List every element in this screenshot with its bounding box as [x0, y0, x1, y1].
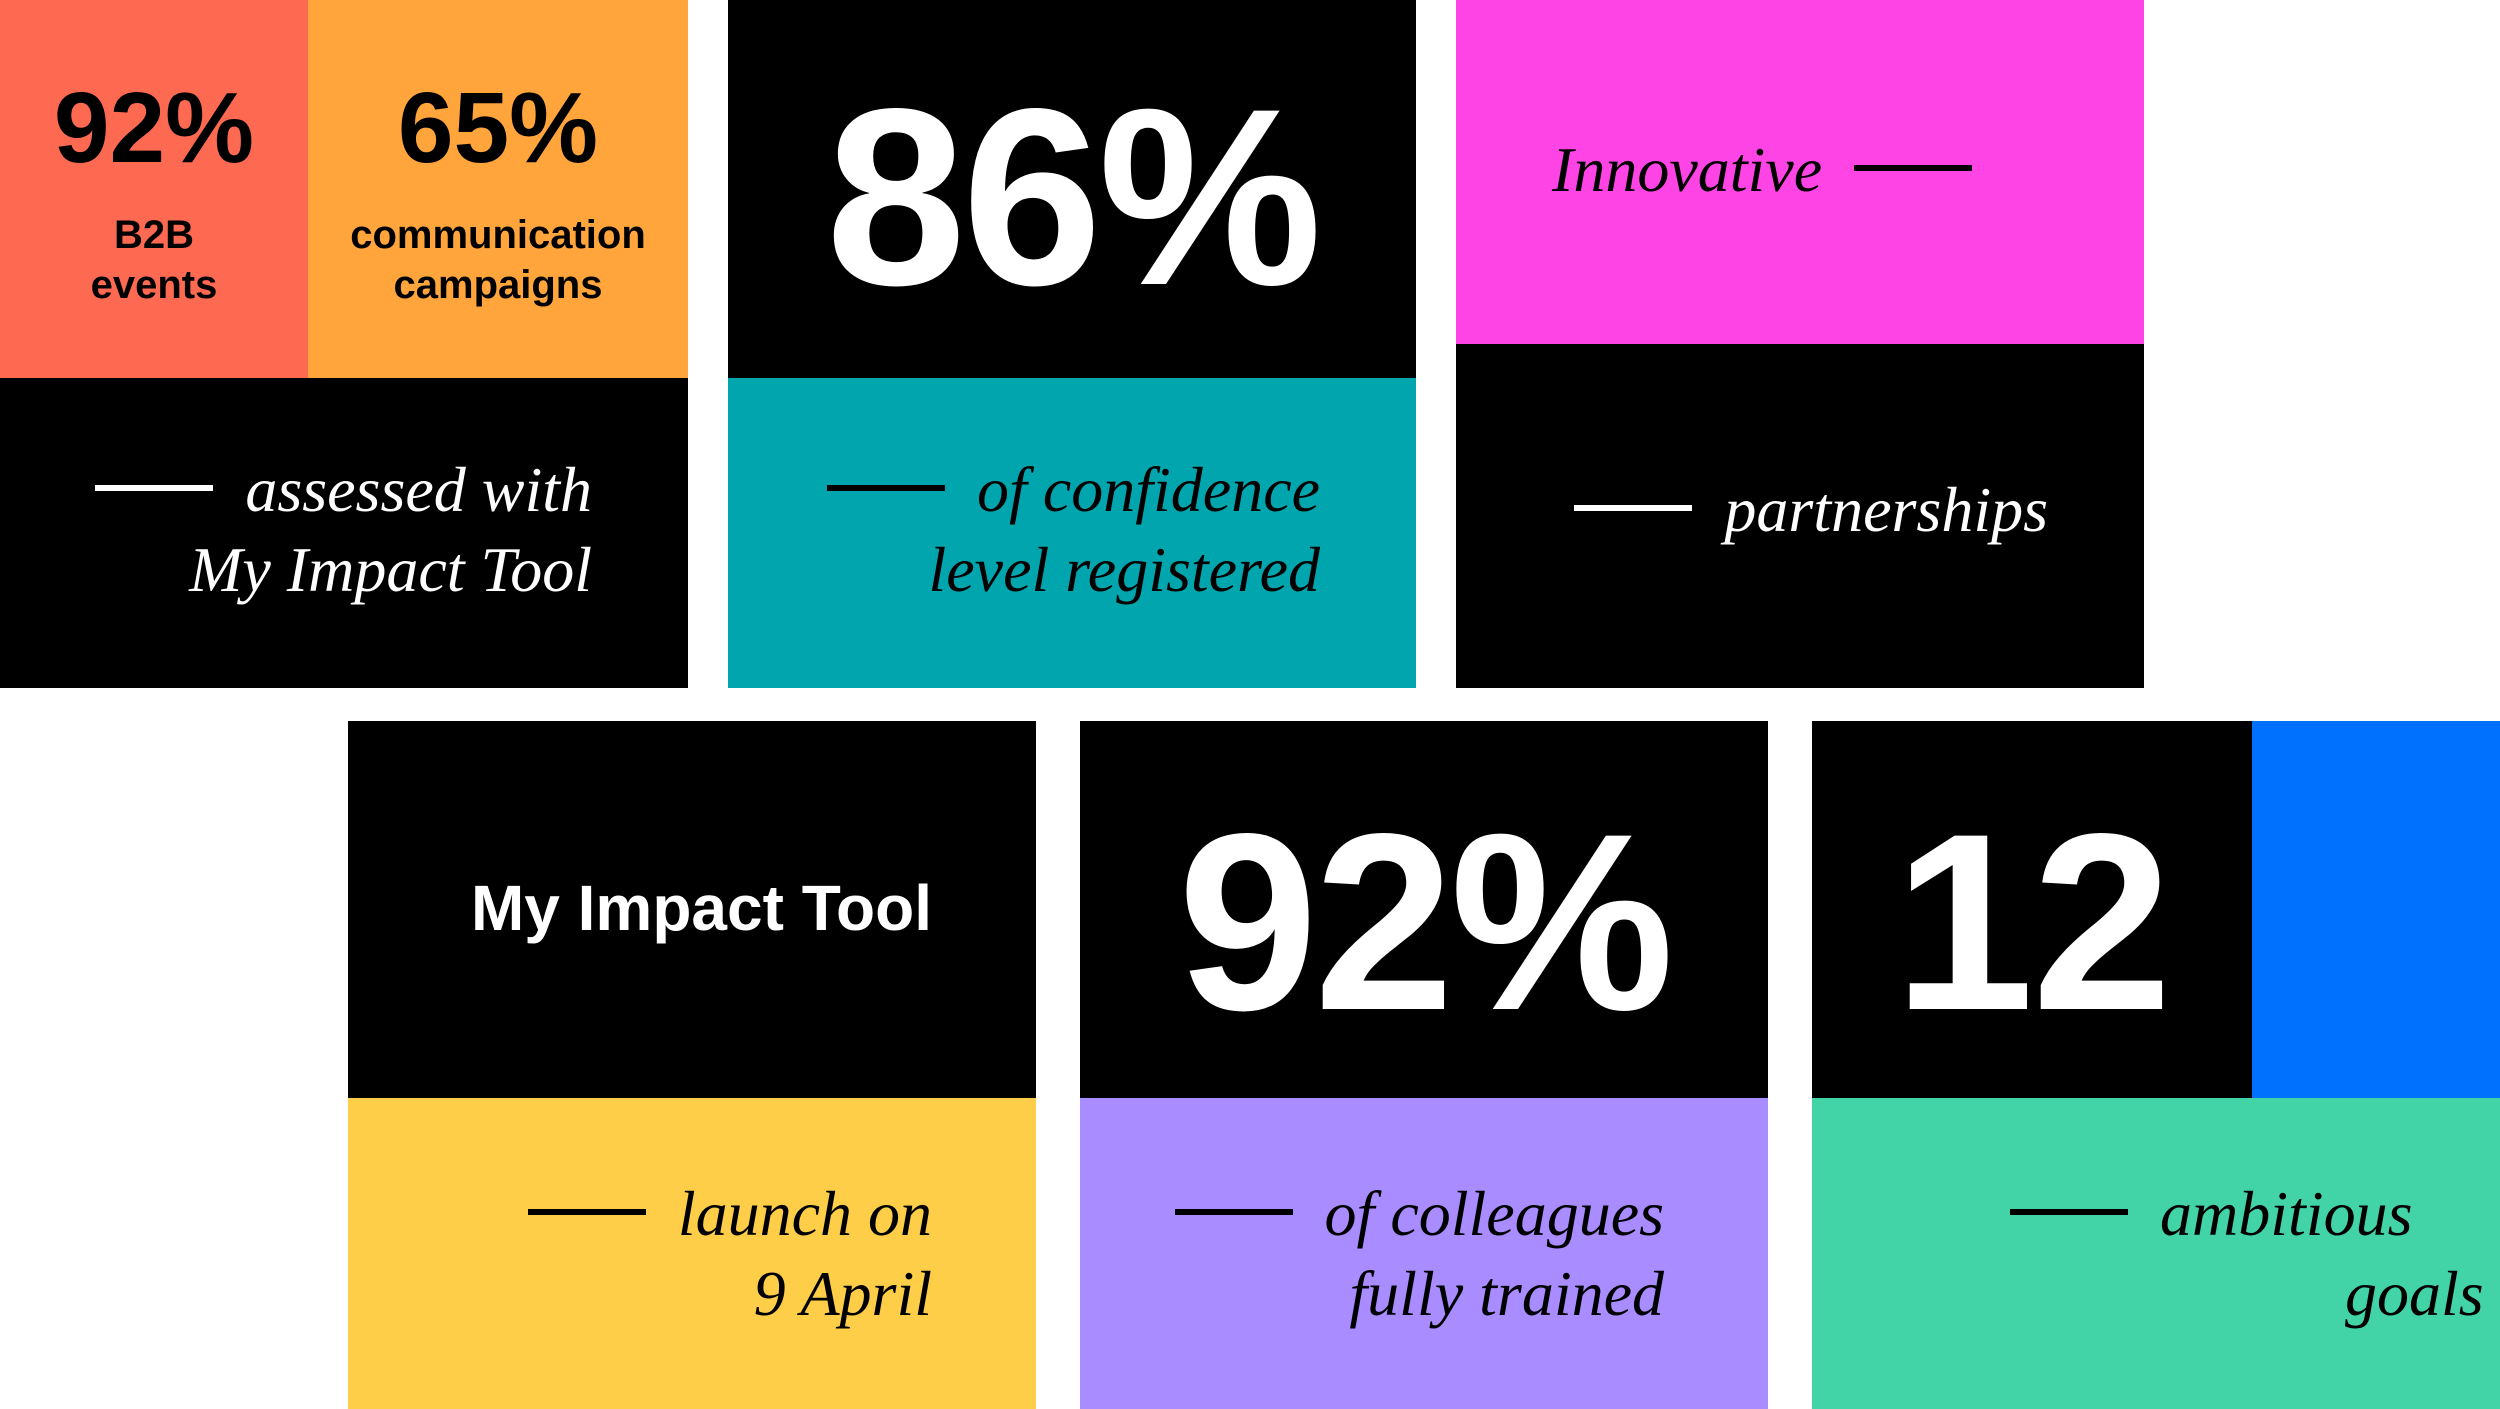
b2b-events-label-line2: events — [90, 263, 218, 307]
dash-divider — [527, 1209, 646, 1216]
trained-caption-line2: fully trained — [1349, 1258, 1664, 1329]
confidence-percentage: 86% — [825, 57, 1322, 338]
assessed-caption-line2: My Impact Tool — [189, 534, 592, 605]
dash-divider — [95, 485, 214, 492]
trained-caption-tile: of colleagues fully trained — [1080, 1098, 1768, 1409]
communication-campaigns-percentage: 65% — [397, 72, 599, 184]
trained-number-tile: 92% — [1080, 721, 1768, 1098]
dash-divider — [2010, 1209, 2128, 1216]
goals-caption-tile: ambitious goals — [1812, 1098, 2500, 1409]
confidence-number-tile: 86% — [728, 0, 1416, 378]
b2b-events-label-line1: B2B — [113, 213, 195, 257]
communication-campaigns-label: communication campaigns — [308, 210, 688, 310]
goals-caption: ambitious goals — [2010, 1174, 2484, 1334]
dash-divider — [1174, 1209, 1293, 1216]
dash-divider — [1574, 505, 1693, 512]
partnerships-tile: partnerships — [1456, 344, 2144, 688]
confidence-caption-line2: level registered — [928, 534, 1320, 605]
goals-number-tile: 12 — [1812, 721, 2252, 1098]
launch-caption: launch on 9 April — [527, 1174, 932, 1334]
partnerships-caption: partnerships — [1574, 470, 2048, 550]
launch-caption-tile: launch on 9 April — [348, 1098, 1036, 1409]
communication-campaigns-label-line2: campaigns — [393, 263, 603, 307]
confidence-caption-tile: of confidence level registered — [728, 378, 1416, 688]
launch-caption-line2: 9 April — [753, 1258, 932, 1329]
goals-caption-line2: goals — [2345, 1258, 2484, 1329]
assessed-caption-tile: assessed with My Impact Tool — [0, 378, 688, 688]
launch-caption-line1: launch on — [677, 1178, 932, 1249]
trained-caption-line1: of colleagues — [1324, 1178, 1664, 1249]
dash-divider — [1854, 165, 1973, 172]
dash-divider — [827, 485, 946, 492]
blue-accent-block — [2252, 721, 2500, 1098]
b2b-events-label: B2B events — [0, 210, 308, 310]
partnerships-caption-text: partnerships — [1724, 474, 2048, 545]
goals-caption-line1: ambitious — [2160, 1178, 2413, 1249]
communication-campaigns-label-line1: communication — [350, 213, 646, 257]
trained-caption: of colleagues fully trained — [1174, 1174, 1664, 1334]
confidence-caption: of confidence level registered — [827, 450, 1320, 610]
b2b-events-tile: 92% B2B events — [0, 0, 308, 378]
goals-number: 12 — [1893, 782, 2172, 1063]
confidence-caption-line1: of confidence — [977, 454, 1320, 525]
communication-campaigns-tile: 65% communication campaigns — [308, 0, 688, 378]
innovative-word: Innovative — [1552, 130, 1973, 210]
b2b-events-percentage: 92% — [53, 72, 255, 184]
assessed-caption: assessed with My Impact Tool — [95, 450, 592, 610]
my-impact-tool-title: My Impact Tool — [470, 872, 932, 944]
innovative-word-text: Innovative — [1552, 134, 1823, 205]
assessed-caption-line1: assessed with — [245, 454, 592, 525]
innovative-tile: Innovative — [1456, 0, 2144, 344]
my-impact-tool-title-tile: My Impact Tool — [348, 721, 1036, 1098]
trained-percentage: 92% — [1177, 782, 1674, 1063]
